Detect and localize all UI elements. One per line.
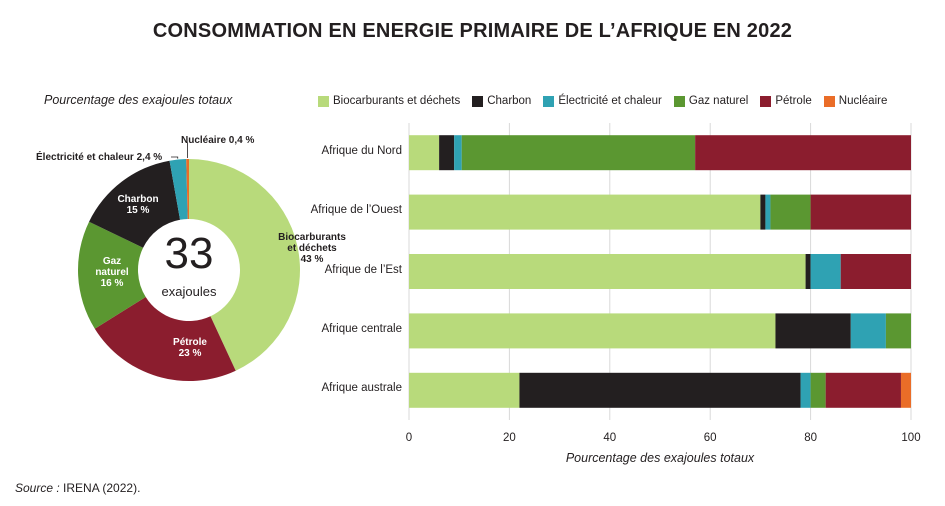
legend-label: Nucléaire — [838, 95, 888, 107]
bar-segment-biocarburants — [409, 254, 806, 289]
category-label: Afrique de l’Ouest — [310, 204, 402, 217]
bar-segment-electricite — [810, 254, 841, 289]
bar-segment-biocarburants — [409, 135, 440, 171]
bar-segment-petrole — [695, 135, 911, 171]
legend-item-electricite: Électricité et chaleur — [543, 95, 662, 107]
leader-line-electricite — [171, 156, 179, 159]
bar-segment-gaz — [810, 372, 826, 408]
donut-slice-gaz — [78, 221, 146, 329]
x-tick-label: 60 — [703, 432, 717, 444]
bar-segment-biocarburants — [409, 194, 761, 230]
bar-segment-petrole — [840, 254, 911, 289]
x-tick-label: 20 — [502, 432, 516, 444]
bar-segment-petrole — [825, 372, 901, 408]
legend-swatch — [823, 95, 835, 107]
legend-item-biocarburants: Biocarburants et déchets — [318, 95, 460, 107]
category-label: Afrique australe — [321, 382, 402, 395]
donut-label-electricite: Électricité et chaleur 2,4 % — [36, 152, 163, 163]
donut-slice-biocarburants — [189, 159, 301, 371]
legend-swatch — [472, 95, 484, 107]
legend-label: Gaz naturel — [688, 95, 749, 107]
legend-item-petrole: Pétrole — [760, 95, 812, 107]
legend-item-nucleaire: Nucléaire — [823, 95, 888, 107]
legend-label: Biocarburants et déchets — [333, 95, 461, 107]
donut-label-charbon: Charbon 15 % — [117, 194, 159, 216]
x-tick-label: 40 — [603, 432, 617, 444]
bar-segment-electricite — [765, 194, 771, 230]
source-note: Source : IRENA (2022). — [15, 481, 140, 495]
bar-segment-charbon — [760, 194, 766, 230]
chart-title: CONSOMMATION EN ENERGIE PRIMAIRE DE L’AF… — [152, 20, 793, 42]
bar-segment-biocarburants — [409, 313, 776, 349]
donut-slice-electricite — [169, 159, 188, 220]
legend-swatch — [318, 95, 329, 107]
legend-swatch — [673, 95, 685, 107]
bar-segment-charbon — [775, 313, 851, 349]
category-label: Afrique centrale — [321, 322, 402, 335]
chart-legend: Biocarburants et déchets Charbon Électrici… — [318, 95, 887, 107]
bar-segment-petrole — [810, 194, 911, 230]
donut-center-value: 33 — [164, 229, 214, 278]
bar-segment-gaz — [770, 194, 811, 230]
x-tick-label: 100 — [901, 432, 921, 444]
source-text: IRENA (2022). — [59, 481, 141, 495]
donut-label-petrole: Pétrole 23 % — [173, 337, 207, 359]
donut-subtitle: Pourcentage des exajoules totaux — [44, 93, 233, 107]
legend-item-gaz: Gaz naturel — [673, 95, 749, 107]
source-label: Source : — [15, 481, 60, 495]
legend-swatch — [543, 95, 555, 107]
bar-segment-electricite — [850, 313, 886, 349]
donut-center-unit: exajoules — [161, 284, 217, 299]
bar-segment-electricite — [800, 372, 811, 408]
bar-segment-nucleaire — [900, 372, 911, 408]
bar-segment-charbon — [805, 254, 811, 289]
x-tick-label: 0 — [405, 432, 413, 444]
legend-label: Pétrole — [775, 95, 812, 107]
category-label: Afrique de l’Est — [324, 263, 402, 276]
bar-segment-electricite — [454, 135, 462, 171]
donut-slice-nucleaire — [186, 159, 189, 220]
donut-slice-petrole — [94, 296, 236, 381]
category-label: Afrique du Nord — [321, 144, 402, 157]
bar-segment-charbon — [519, 372, 801, 408]
bar-x-axis-label: Pourcentage des exajoules totaux — [565, 451, 755, 465]
bar-segment-biocarburants — [409, 372, 520, 408]
legend-swatch — [760, 95, 772, 107]
donut-label-gaz: Gaz naturel 16 % — [95, 256, 129, 289]
bar-segment-gaz — [885, 313, 911, 349]
legend-label: Électricité et chaleur — [558, 95, 662, 107]
donut-label-nucleaire: Nucléaire 0,4 % — [181, 135, 255, 146]
donut-slice-charbon — [89, 160, 181, 248]
x-tick-label: 80 — [804, 432, 817, 444]
legend-label: Charbon — [487, 95, 532, 107]
bar-segment-charbon — [439, 135, 455, 171]
legend-item-charbon: Charbon — [472, 95, 531, 107]
donut-label-biocarburants: Biocarburants et déchets 43 % — [278, 232, 346, 265]
bar-segment-gaz — [461, 135, 696, 171]
